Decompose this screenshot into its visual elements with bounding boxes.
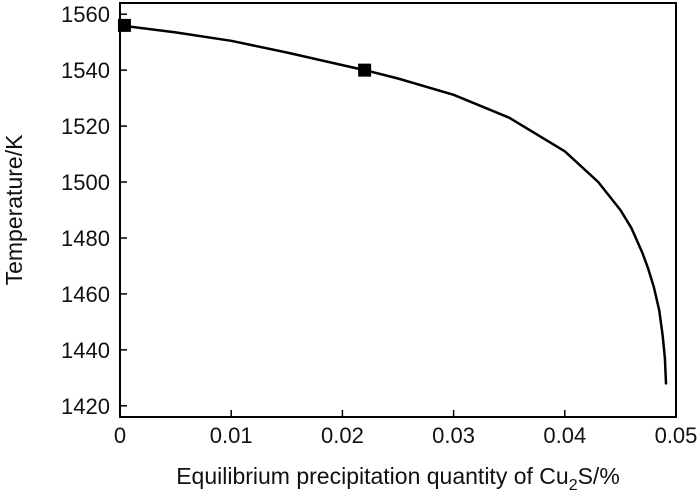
x-axis-ticks: 0 0.01 0.02 0.03 0.04 0.05 [114,410,698,448]
data-point-marker [117,18,131,32]
x-tick-label: 0.04 [543,423,586,448]
x-axis-title-suffix: S/% [578,463,620,489]
y-tick-label: 1540 [61,58,110,83]
x-axis-title-subscript: 2 [569,477,578,494]
y-tick-label: 1460 [61,282,110,307]
x-tick-label: 0.02 [321,423,364,448]
series-layer [118,24,668,385]
y-tick-label: 1520 [61,114,110,139]
x-tick-label: 0.05 [655,423,698,448]
data-point-marker [358,63,372,77]
plot-frame [119,2,677,418]
series-line [118,24,668,385]
marker-layer [117,18,372,77]
x-axis-title: Equilibrium precipitation quantity of Cu… [176,463,620,494]
y-tick-label: 1480 [61,226,110,251]
y-tick-label: 1500 [61,170,110,195]
y-tick-label: 1440 [61,338,110,363]
x-tick-label: 0.01 [210,423,253,448]
x-tick-label: 0.03 [432,423,475,448]
x-tick-label: 0 [114,423,126,448]
y-axis-title: Temperature/K [1,134,27,286]
y-axis-ticks: 1420 1440 1460 1480 1500 1520 1540 1560 [61,2,127,419]
y-tick-label: 1420 [61,394,110,419]
y-tick-label: 1560 [61,2,110,27]
